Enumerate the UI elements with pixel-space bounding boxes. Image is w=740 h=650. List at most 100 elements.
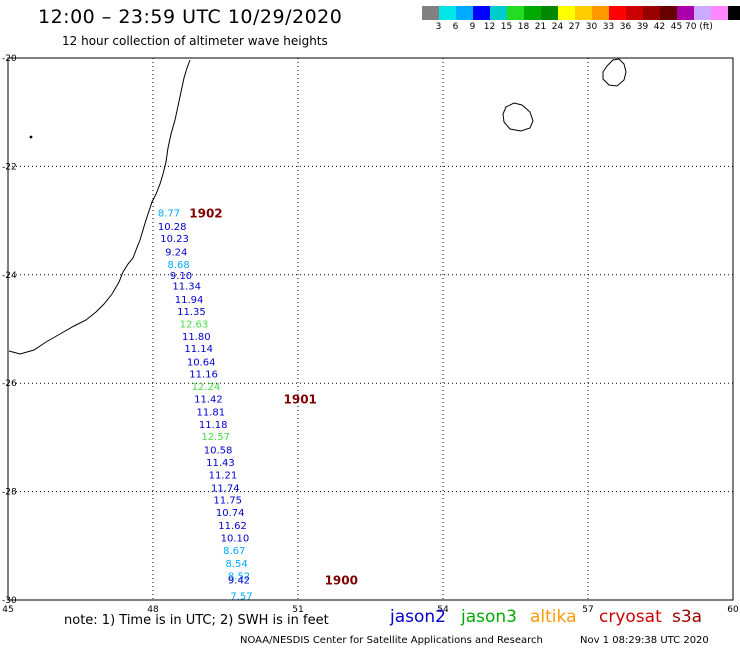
swh-value: 11.75 [213, 496, 242, 507]
lon-tick-label: 54 [437, 605, 449, 615]
swh-value: 9.10 [170, 271, 192, 282]
swh-value: 11.80 [182, 332, 211, 343]
swh-value: 9.42 [228, 575, 250, 586]
legend-label: 45 [670, 22, 683, 32]
lon-tick-label: 57 [582, 605, 593, 615]
swh-value: 10.74 [216, 508, 245, 519]
legend-swatch [592, 6, 609, 20]
legend-label: 70 (ft) [685, 22, 713, 32]
map-frame [7, 57, 734, 601]
map-title: 12:00 – 23:59 UTC 10/29/2020 [38, 6, 343, 28]
satellite-name: cryosat [599, 607, 662, 627]
legend-swatch [541, 6, 558, 20]
legend-label: 36 [619, 22, 632, 32]
color-scale-legend [422, 6, 740, 20]
lat-tick-label: -22 [2, 162, 17, 172]
legend-label: 39 [636, 22, 649, 32]
legend-label: 21 [534, 22, 547, 32]
map-subtitle: 12 hour collection of altimeter wave hei… [62, 34, 328, 48]
legend-label: 12 [483, 22, 496, 32]
legend-label: 42 [653, 22, 666, 32]
satellite-name: altika [530, 607, 577, 627]
swh-value: 11.34 [172, 282, 201, 293]
swh-value: 8.77 [158, 208, 180, 219]
swh-value: 11.18 [199, 420, 228, 431]
legend-label: 24 [551, 22, 564, 32]
swh-value: 11.81 [197, 407, 226, 418]
time-labels: 1902 1901 1900 [189, 206, 358, 587]
swh-value: 11.14 [184, 344, 213, 355]
lat-tick-label: -28 [2, 488, 17, 498]
time-label: 1902 [189, 206, 222, 220]
footer-note: note: 1) Time is in UTC; 2) SWH is in fe… [64, 613, 329, 628]
legend-swatch [490, 6, 507, 20]
grid-lines [8, 58, 733, 600]
lat-tick-label: -26 [2, 379, 17, 389]
legend-label: 6 [452, 22, 459, 32]
legend-swatch [626, 6, 643, 20]
legend-swatch [507, 6, 524, 20]
satellite-name: jason2 [390, 607, 446, 627]
swh-value: 8.68 [168, 260, 190, 271]
swh-value: 7.57 [230, 592, 252, 603]
swh-value: 8.67 [223, 546, 245, 557]
legend-swatch [728, 6, 740, 20]
madagascar-coastline [8, 59, 191, 355]
swh-value: 11.62 [218, 521, 247, 532]
time-label: 1900 [325, 573, 358, 587]
swh-value: 11.43 [206, 458, 235, 469]
legend-swatch [609, 6, 626, 20]
swh-value: 11.74 [211, 483, 240, 494]
time-label: 1901 [284, 392, 317, 406]
legend-swatch [643, 6, 660, 20]
lat-tick-label: -24 [2, 271, 17, 281]
legend-swatch [456, 6, 473, 20]
lon-tick-label: 45 [2, 605, 13, 615]
swh-value: 11.16 [189, 369, 218, 380]
mauritius-island [602, 58, 627, 87]
swh-value: 11.35 [177, 307, 206, 318]
swh-value: 10.58 [204, 445, 233, 456]
legend-swatch [711, 6, 728, 20]
swh-value: 10.23 [160, 234, 189, 245]
swh-value: 12.24 [192, 382, 221, 393]
swh-value: 8.52 [228, 572, 250, 583]
generated-timestamp: Nov 1 08:29:38 UTC 2020 [580, 635, 709, 646]
lat-tick-label: -30 [2, 596, 17, 606]
credit-line: NOAA/NESDIS Center for Satellite Applica… [240, 635, 543, 646]
legend-swatch [524, 6, 541, 20]
satellite-name: s3a [672, 607, 703, 627]
swh-value: 11.21 [209, 470, 238, 481]
legend-label: 33 [602, 22, 615, 32]
legend-label: 3 [435, 22, 442, 32]
legend-swatch [677, 6, 694, 20]
legend-swatch [558, 6, 575, 20]
legend-label: 30 [585, 22, 598, 32]
swh-value: 10.64 [187, 358, 216, 369]
reunion-island [502, 102, 534, 132]
legend-label: 27 [568, 22, 581, 32]
legend-label: 15 [500, 22, 513, 32]
lon-tick-label: 48 [147, 605, 159, 615]
longitude-tick-labels: 45 48 51 54 57 60 [2, 605, 739, 615]
swh-value: 11.94 [175, 295, 204, 306]
legend-swatch [575, 6, 592, 20]
legend-swatch [660, 6, 677, 20]
satellite-name: jason3 [461, 607, 517, 627]
legend-swatch [422, 6, 439, 20]
small-island [29, 135, 33, 139]
swh-value: 10.28 [158, 222, 187, 233]
swh-value: 12.63 [180, 320, 209, 331]
lon-tick-label: 51 [292, 605, 303, 615]
legend-label: 9 [469, 22, 476, 32]
swh-value: 11.42 [194, 394, 223, 405]
legend-swatch [694, 6, 711, 20]
swh-value: 8.54 [226, 559, 248, 570]
legend-label: 18 [517, 22, 530, 32]
swh-value: 9.24 [165, 247, 187, 258]
lat-tick-label: -20 [2, 54, 17, 64]
legend-swatch [439, 6, 456, 20]
legend-swatch [473, 6, 490, 20]
